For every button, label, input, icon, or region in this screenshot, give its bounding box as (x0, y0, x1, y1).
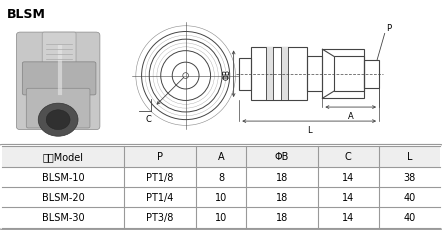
Text: 14: 14 (342, 213, 354, 222)
Bar (266, 48, 273, 101)
Bar (334, 57, 364, 92)
FancyBboxPatch shape (22, 63, 96, 95)
FancyBboxPatch shape (27, 89, 90, 128)
Circle shape (38, 104, 78, 137)
Text: A: A (348, 111, 354, 120)
Text: P: P (157, 152, 163, 162)
Text: 8: 8 (218, 172, 224, 182)
Text: L: L (307, 125, 312, 134)
Text: 18: 18 (276, 213, 288, 222)
Text: 10: 10 (215, 213, 227, 222)
Text: 40: 40 (403, 192, 415, 202)
Text: BLSM-10: BLSM-10 (42, 172, 84, 182)
Text: ΦB: ΦB (223, 69, 232, 80)
Text: 10: 10 (215, 192, 227, 202)
Bar (322, 50, 364, 99)
Text: 18: 18 (276, 172, 288, 182)
Text: ΦB: ΦB (275, 152, 289, 162)
Text: PT1/4: PT1/4 (146, 192, 174, 202)
Text: A: A (218, 152, 224, 162)
FancyBboxPatch shape (0, 145, 442, 229)
Text: PT1/8: PT1/8 (146, 172, 174, 182)
Text: PT3/8: PT3/8 (146, 213, 174, 222)
FancyBboxPatch shape (16, 33, 100, 130)
Text: L: L (407, 152, 412, 162)
Text: 38: 38 (403, 172, 415, 182)
Circle shape (46, 110, 70, 130)
Text: BLSM-20: BLSM-20 (42, 192, 84, 202)
Text: BLSM: BLSM (7, 8, 46, 21)
Text: 18: 18 (276, 192, 288, 202)
Text: 型号Model: 型号Model (43, 152, 84, 162)
Bar (239, 59, 251, 90)
Text: BLSM-30: BLSM-30 (42, 213, 84, 222)
Bar (307, 57, 322, 92)
Text: 14: 14 (342, 172, 354, 182)
Bar (2, 147, 440, 167)
Bar (281, 48, 288, 101)
Text: C: C (345, 152, 351, 162)
Bar (251, 48, 307, 101)
Bar (364, 61, 379, 88)
Text: C: C (146, 115, 152, 124)
Text: P: P (387, 24, 392, 33)
FancyBboxPatch shape (42, 33, 76, 66)
Text: 40: 40 (403, 213, 415, 222)
Text: 14: 14 (342, 192, 354, 202)
